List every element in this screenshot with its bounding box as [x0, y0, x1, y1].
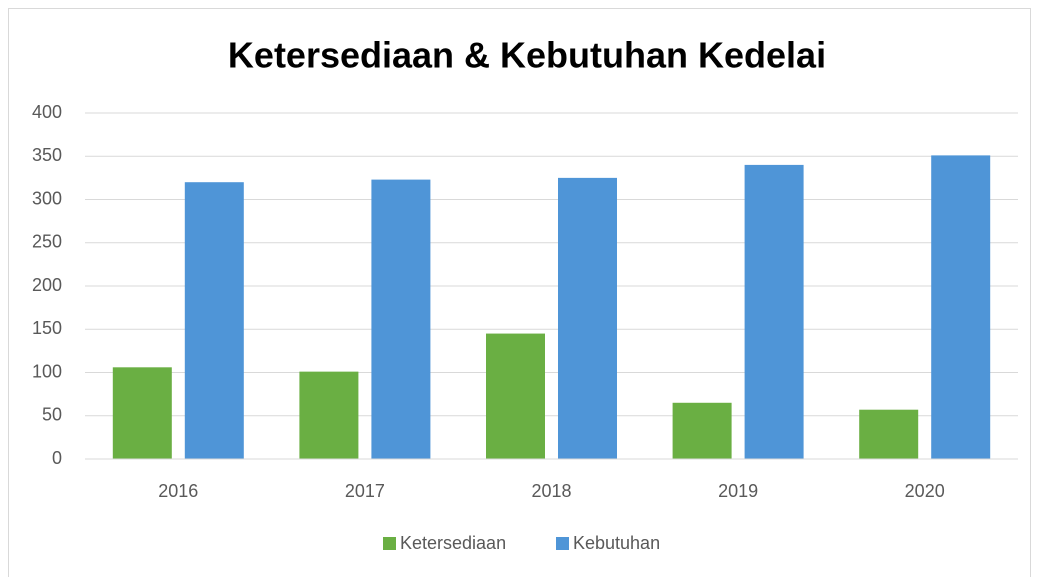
legend-swatch [556, 537, 569, 550]
y-tick-label: 150 [32, 318, 62, 338]
y-tick-label: 0 [52, 448, 62, 468]
bar [371, 179, 431, 460]
y-tick-label: 400 [32, 102, 62, 122]
x-tick-label: 2019 [718, 481, 758, 501]
bar [299, 371, 359, 459]
y-tick-label: 350 [32, 145, 62, 165]
bar [486, 333, 545, 459]
x-tick-label: 2020 [905, 481, 945, 501]
bar [558, 177, 617, 459]
legend-swatch [383, 537, 396, 550]
bar [931, 155, 991, 459]
chart-frame [8, 8, 1031, 577]
bar [672, 402, 732, 459]
y-tick-label: 100 [32, 361, 62, 381]
x-tick-label: 2016 [158, 481, 198, 501]
chart-title: Ketersediaan & Kebutuhan Kedelai [228, 35, 826, 76]
y-tick-label: 250 [32, 232, 62, 252]
x-tick-label: 2017 [345, 481, 385, 501]
legend-label: Ketersediaan [400, 533, 506, 553]
bar [184, 182, 244, 459]
bar [859, 409, 919, 459]
legend-label: Kebutuhan [573, 533, 660, 553]
bar [744, 164, 804, 459]
y-tick-label: 200 [32, 275, 62, 295]
bar [112, 367, 172, 459]
x-tick-label: 2018 [531, 481, 571, 501]
y-tick-label: 300 [32, 188, 62, 208]
y-tick-label: 50 [42, 405, 62, 425]
